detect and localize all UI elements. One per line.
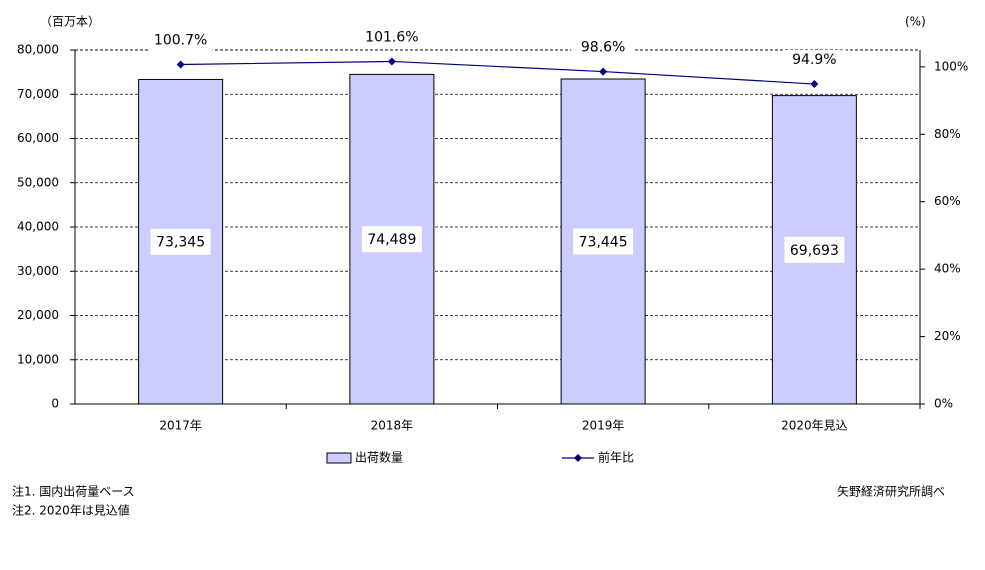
x-tick-label: 2020年見込 (781, 419, 848, 433)
value-label: 73,345 (156, 235, 205, 251)
y2-tick-label: 40% (934, 262, 961, 276)
marker (599, 67, 608, 76)
value-label-bg (571, 37, 636, 58)
value-label-bg (361, 226, 422, 253)
y-tick-label: 60,000 (17, 131, 59, 145)
line (180, 60, 815, 85)
marker (810, 80, 819, 89)
x-tick-label: 2019年 (582, 419, 625, 433)
marker (176, 60, 185, 69)
y2-tick-label: 20% (934, 329, 961, 343)
value-label: 98.6% (581, 40, 625, 56)
value-label: 74,489 (367, 232, 416, 248)
y2-tick-label: 100% (934, 59, 968, 73)
value-label: 100.7% (154, 32, 207, 48)
y-tick-label: 40,000 (17, 220, 59, 234)
value-label-bg (359, 27, 424, 48)
value-label: 69,693 (790, 243, 839, 259)
legend-marker (574, 454, 582, 462)
x-tick-label: 2017年 (159, 419, 202, 433)
legend-swatch (326, 452, 352, 464)
y2-tick-label: 80% (934, 127, 961, 141)
y-tick-label: 80,000 (17, 43, 59, 57)
value-label-bg (782, 50, 847, 71)
y2-axis-label: (%) (905, 15, 926, 29)
y-tick-label: 30,000 (17, 264, 59, 278)
value-label-bg (148, 30, 213, 51)
value-label-bg (573, 228, 634, 255)
x-tick-label: 2018年 (371, 419, 414, 433)
value-label-bg (150, 228, 211, 255)
y-tick-label: 10,000 (17, 352, 59, 366)
value-label: 94.9% (792, 52, 836, 68)
y2-tick-label: 0% (934, 397, 953, 411)
y-tick-label: 20,000 (17, 308, 59, 322)
note: 注2. 2020年は見込値 (12, 503, 130, 518)
legend-label: 出荷数量 (355, 450, 403, 465)
value-label-bg (784, 236, 845, 263)
marker (387, 57, 396, 66)
value-label: 101.6% (365, 29, 418, 45)
y-axis-label: （百万本） (40, 15, 100, 29)
y-tick-label: 70,000 (17, 87, 59, 101)
y-tick-label: 0 (51, 397, 59, 411)
note: 注1. 国内出荷量ベース (12, 484, 135, 499)
y-tick-label: 50,000 (17, 175, 59, 189)
value-label: 73,445 (579, 235, 628, 251)
legend-label: 前年比 (598, 450, 634, 465)
source: 矢野経済研究所調べ (837, 484, 945, 499)
y2-tick-label: 60% (934, 194, 961, 208)
